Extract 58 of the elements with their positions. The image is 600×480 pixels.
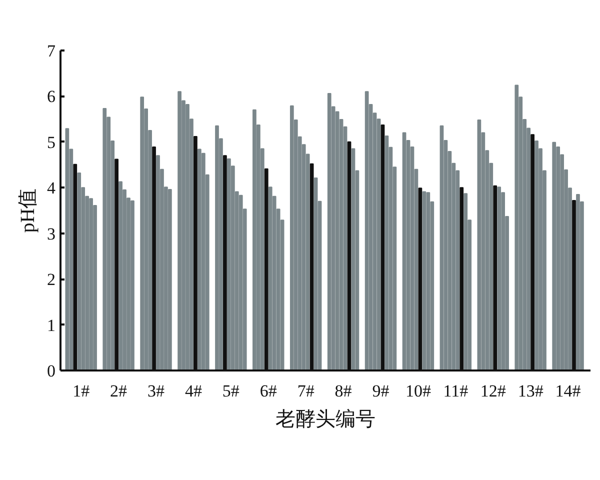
bar bbox=[384, 135, 389, 370]
bar bbox=[364, 91, 369, 370]
bar bbox=[426, 192, 430, 370]
bar bbox=[327, 92, 332, 370]
x-tick-label: 14# bbox=[555, 382, 582, 400]
y-tick-label: 5 bbox=[47, 132, 56, 152]
bar bbox=[130, 200, 134, 370]
bar bbox=[477, 119, 482, 370]
x-tick-label: 1# bbox=[72, 382, 90, 400]
bar bbox=[118, 181, 122, 370]
bar bbox=[464, 193, 468, 370]
bar bbox=[215, 125, 219, 370]
x-tick-label: 11# bbox=[443, 382, 469, 400]
bar bbox=[77, 172, 82, 370]
y-tick-label: 2 bbox=[47, 270, 56, 290]
y-tick-label: 1 bbox=[47, 316, 56, 335]
bar bbox=[198, 148, 202, 370]
bar bbox=[440, 125, 444, 370]
x-tick-label: 6# bbox=[260, 382, 278, 400]
bar bbox=[140, 96, 144, 370]
bar bbox=[552, 142, 556, 370]
bar bbox=[290, 105, 294, 370]
bar bbox=[178, 91, 182, 370]
bar bbox=[576, 194, 580, 370]
bar bbox=[556, 146, 560, 370]
y-tick-label: 6 bbox=[47, 87, 56, 106]
x-tick-label: 10# bbox=[405, 382, 432, 400]
y-tick-label: 0 bbox=[47, 362, 56, 380]
x-tick-label: 13# bbox=[518, 382, 544, 400]
x-tick-label: 5# bbox=[222, 382, 240, 400]
y-tick-label: 3 bbox=[47, 224, 56, 244]
bar bbox=[201, 152, 206, 370]
bar bbox=[422, 191, 426, 370]
bar bbox=[156, 155, 160, 370]
x-tick-label: 2# bbox=[110, 382, 128, 400]
bar bbox=[252, 109, 256, 370]
y-tick-label: 4 bbox=[47, 178, 56, 198]
bar bbox=[227, 158, 231, 370]
bar bbox=[314, 178, 318, 370]
x-tick-label: 7# bbox=[297, 382, 315, 400]
x-tick-label: 8# bbox=[334, 382, 352, 400]
bar bbox=[65, 128, 70, 370]
bar bbox=[102, 108, 107, 370]
x-tick-label: 9# bbox=[372, 382, 390, 400]
bar bbox=[351, 148, 356, 370]
x-tick-label: 12# bbox=[480, 382, 506, 400]
bar bbox=[168, 188, 172, 370]
bar bbox=[268, 186, 272, 370]
x-axis-title: 老酵头编号 bbox=[276, 408, 376, 430]
y-tick-label: 7 bbox=[47, 42, 56, 60]
bar bbox=[497, 186, 502, 370]
bar bbox=[238, 194, 243, 370]
y-axis-title: pH值 bbox=[17, 188, 39, 233]
bar bbox=[402, 132, 406, 370]
bar bbox=[514, 84, 519, 370]
bar bbox=[534, 140, 538, 370]
x-tick-label: 4# bbox=[184, 382, 202, 400]
x-tick-label: 3# bbox=[148, 382, 166, 400]
